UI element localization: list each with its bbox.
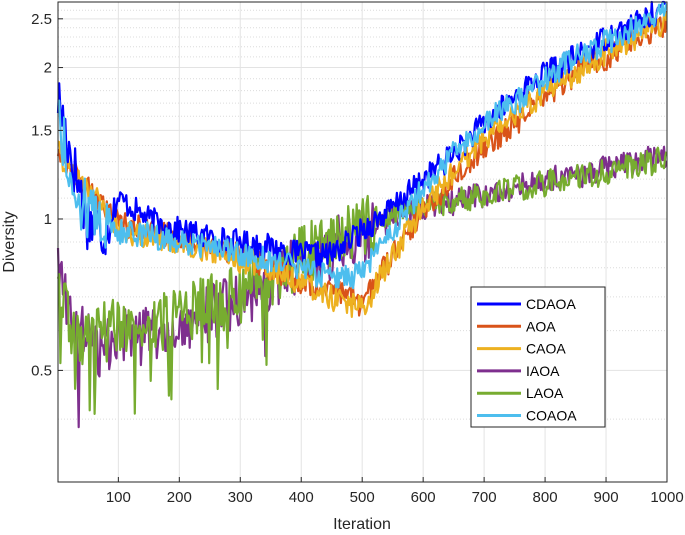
x-tick-label: 400 bbox=[289, 489, 314, 506]
series-lines bbox=[56, 0, 668, 429]
series-line-caoa bbox=[57, 11, 668, 318]
x-tick-label: 600 bbox=[411, 489, 436, 506]
legend-label-aoa: AOA bbox=[526, 318, 556, 334]
x-tick-label: 1000 bbox=[650, 489, 683, 506]
legend-label-iaoa: IAOA bbox=[526, 363, 560, 379]
y-tick-label: 0.5 bbox=[31, 362, 52, 379]
x-tick-label: 700 bbox=[472, 489, 497, 506]
axis-ticks: 0.5 1 1.5 2 2.5 100 200 300 400 500 600 700 800 900 10… bbox=[31, 11, 684, 506]
x-tick-label: 100 bbox=[106, 489, 131, 506]
x-tick-label: 300 bbox=[228, 489, 253, 506]
x-tick-label: 900 bbox=[594, 489, 619, 506]
x-tick-label: 500 bbox=[350, 489, 375, 506]
legend: CDAOA AOA CAOA IAOA LAOA COAOA bbox=[470, 286, 606, 428]
legend-label-caoa: CAOA bbox=[526, 341, 566, 357]
legend-label-laoa: LAOA bbox=[526, 385, 564, 401]
legend-label-coaoa: COAOA bbox=[526, 408, 577, 424]
y-tick-label: 1.5 bbox=[31, 122, 52, 139]
y-axis-label: Diversity bbox=[1, 211, 18, 272]
x-tick-label: 200 bbox=[167, 489, 192, 506]
y-tick-label: 1 bbox=[44, 211, 52, 228]
legend-label-cdaoa: CDAOA bbox=[526, 296, 576, 312]
legend-box bbox=[470, 286, 606, 428]
series-line-laoa bbox=[56, 146, 668, 415]
y-tick-label: 2.5 bbox=[31, 11, 52, 28]
y-tick-label: 2 bbox=[44, 60, 52, 77]
series-line-coaoa bbox=[56, 1, 668, 290]
x-tick-label: 800 bbox=[533, 489, 558, 506]
x-axis-label: Iteration bbox=[333, 516, 391, 533]
